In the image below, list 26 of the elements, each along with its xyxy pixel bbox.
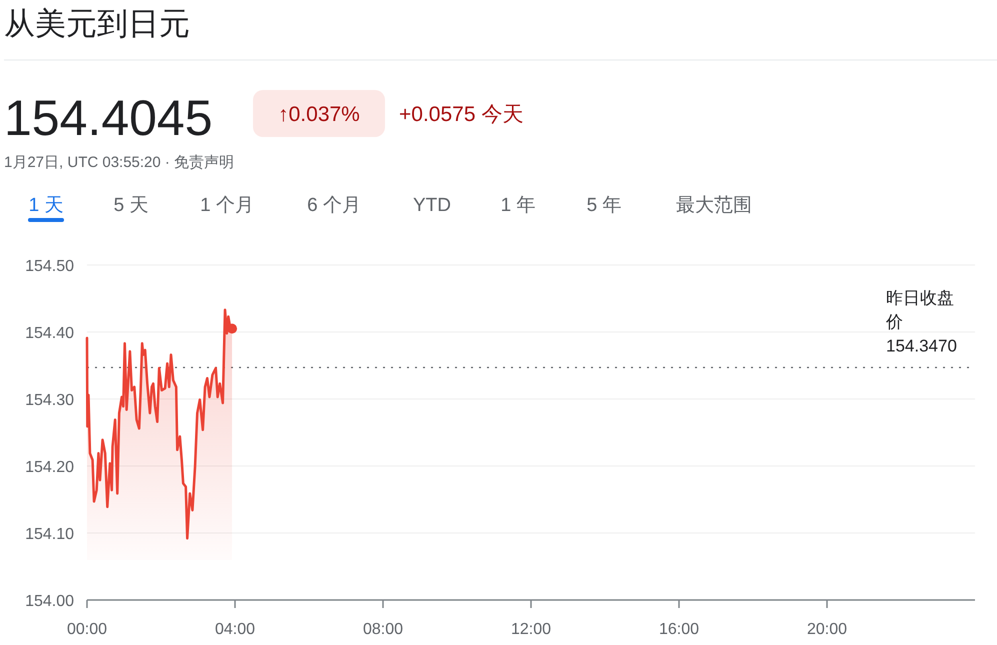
text: 1月27日, UTC 03:55:20 · 免责声明 (4, 154, 234, 171)
text: +0.0575 今天 (399, 103, 524, 126)
x-tick-label: 20:00 (806, 621, 848, 638)
ref-line-label: 昨日收盘价 154.3470 (885, 288, 957, 356)
x-tick-label: 04:00 (214, 621, 256, 638)
x-tick-label: 16:00 (658, 621, 700, 638)
text: 154.4045 (4, 90, 213, 146)
y-tick-label: 154.10 (25, 526, 74, 543)
text: YTD (413, 195, 451, 216)
text: 1 个月 (200, 195, 254, 216)
text: 1 年 (500, 195, 536, 216)
y-tick-label: 154.40 (25, 325, 74, 342)
y-tick-label: 154.50 (25, 258, 74, 275)
text: 5 年 (586, 195, 622, 216)
text: 5 天 (114, 195, 148, 216)
text: 最大范围 (676, 195, 752, 216)
text: 1 天 (28, 195, 64, 216)
text: ↑0.037% (278, 103, 360, 126)
y-tick-label: 154.30 (25, 392, 74, 409)
x-tick-label: 00:00 (66, 621, 108, 638)
chart-title: 从美元到日元 (4, 6, 190, 41)
y-tick-label: 154.00 (25, 593, 74, 610)
y-tick-label: 154.20 (25, 459, 74, 476)
x-tick-label: 08:00 (362, 621, 404, 638)
text: 6 个月 (307, 195, 361, 216)
x-tick-label: 12:00 (510, 621, 552, 638)
